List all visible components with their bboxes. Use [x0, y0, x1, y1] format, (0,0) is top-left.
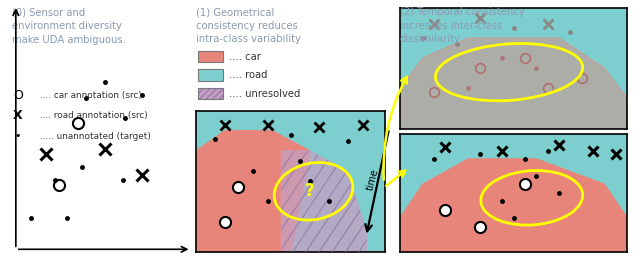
Polygon shape: [282, 151, 366, 252]
Bar: [198, 88, 223, 99]
Text: .... car: .... car: [228, 52, 260, 61]
Bar: [198, 51, 223, 62]
Text: (1) Geometrical
consistency reduces
intra-class variability: (1) Geometrical consistency reduces intr…: [196, 7, 301, 44]
Text: .... unresolved: .... unresolved: [228, 89, 300, 98]
Polygon shape: [196, 131, 310, 252]
Bar: [198, 69, 223, 81]
Text: time: time: [365, 168, 380, 192]
Text: ?: ?: [305, 182, 315, 200]
Text: •: •: [15, 131, 21, 141]
Polygon shape: [400, 38, 627, 128]
Text: O: O: [13, 89, 22, 102]
Text: .... road: .... road: [228, 70, 267, 80]
Text: (0) Sensor and
environment diversity
make UDA ambiguous.: (0) Sensor and environment diversity mak…: [12, 8, 126, 45]
Text: ..... unannotated (target): ..... unannotated (target): [40, 132, 151, 141]
Text: .... car annotation (src): .... car annotation (src): [40, 90, 142, 100]
Text: X: X: [13, 109, 22, 122]
Text: .... road annotation (src): .... road annotation (src): [40, 111, 148, 120]
Polygon shape: [400, 159, 627, 252]
Text: (2) Temporal consistency
increases inter-class
dissimilarity: (2) Temporal consistency increases inter…: [400, 7, 525, 44]
